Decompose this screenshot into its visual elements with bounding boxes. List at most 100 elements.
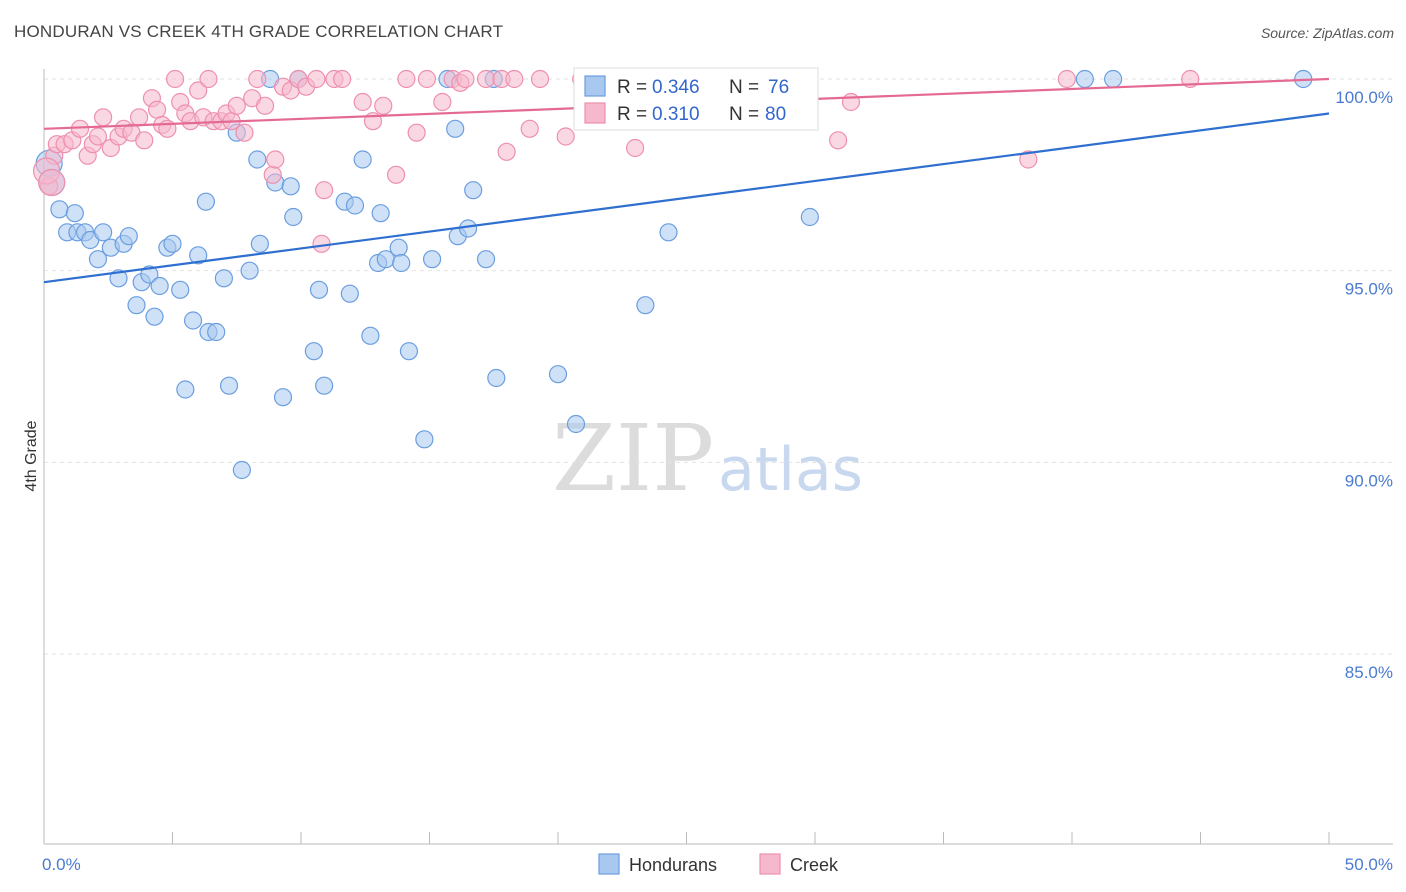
point-hondurans xyxy=(146,308,163,325)
bottom-legend-swatch-hondurans xyxy=(599,854,619,874)
legend-r-label-2: R = xyxy=(617,104,647,125)
point-hondurans xyxy=(478,251,495,268)
point-hondurans xyxy=(221,377,238,394)
point-creek xyxy=(167,71,184,88)
y-tick-label: 95.0% xyxy=(1345,280,1393,299)
point-creek xyxy=(149,101,166,118)
point-hondurans xyxy=(185,312,202,329)
point-hondurans xyxy=(488,370,505,387)
point-hondurans xyxy=(310,281,327,298)
point-hondurans xyxy=(282,178,299,195)
point-creek xyxy=(457,71,474,88)
point-creek xyxy=(200,71,217,88)
point-creek xyxy=(267,151,284,168)
point-hondurans xyxy=(241,262,258,279)
point-creek xyxy=(313,235,330,252)
point-creek xyxy=(521,120,538,137)
point-hondurans xyxy=(177,381,194,398)
legend-n-label-2: N = xyxy=(729,104,759,125)
point-hondurans xyxy=(567,416,584,433)
point-creek xyxy=(830,132,847,149)
point-hondurans xyxy=(285,209,302,226)
point-hondurans xyxy=(390,239,407,256)
point-hondurans xyxy=(151,278,168,295)
point-creek xyxy=(408,124,425,141)
bottom-legend-swatch-creek xyxy=(760,854,780,874)
bottom-legend-hondurans: Hondurans xyxy=(629,855,717,875)
point-hondurans xyxy=(249,151,266,168)
point-hondurans xyxy=(372,205,389,222)
point-hondurans xyxy=(354,151,371,168)
point-hondurans xyxy=(305,343,322,360)
watermark-atlas: atlas xyxy=(718,435,863,505)
point-hondurans xyxy=(164,235,181,252)
point-creek xyxy=(257,97,274,114)
point-creek xyxy=(228,97,245,114)
point-creek xyxy=(249,71,266,88)
point-creek xyxy=(627,140,644,157)
legend-r-label-1: R = xyxy=(617,77,647,98)
legend-r-value-2: 0.310 xyxy=(652,104,700,125)
point-hondurans xyxy=(66,205,83,222)
point-creek xyxy=(478,71,495,88)
point-creek xyxy=(557,128,574,145)
point-hondurans xyxy=(550,366,567,383)
point-creek xyxy=(434,94,451,111)
point-creek xyxy=(532,71,549,88)
legend-n-value-1: 76 xyxy=(768,77,789,98)
legend-swatch-creek xyxy=(585,103,605,123)
point-hondurans xyxy=(215,270,232,287)
point-creek xyxy=(131,109,148,126)
y-tick-label: 85.0% xyxy=(1345,663,1393,682)
point-hondurans xyxy=(233,462,250,479)
point-creek xyxy=(39,170,65,196)
point-creek xyxy=(398,71,415,88)
point-hondurans xyxy=(1076,71,1093,88)
point-hondurans xyxy=(95,224,112,241)
point-hondurans xyxy=(275,389,292,406)
y-tick-label: 90.0% xyxy=(1345,471,1393,490)
point-creek xyxy=(236,124,253,141)
legend-n-label-1: N = xyxy=(729,77,759,98)
point-hondurans xyxy=(447,120,464,137)
point-hondurans xyxy=(460,220,477,237)
point-hondurans xyxy=(208,324,225,341)
point-hondurans xyxy=(393,255,410,272)
point-creek xyxy=(136,132,153,149)
point-creek xyxy=(418,71,435,88)
point-hondurans xyxy=(316,377,333,394)
point-creek xyxy=(95,109,112,126)
point-creek xyxy=(842,94,859,111)
point-hondurans xyxy=(801,209,818,226)
point-hondurans xyxy=(424,251,441,268)
point-hondurans xyxy=(637,297,654,314)
point-hondurans xyxy=(660,224,677,241)
bottom-legend-creek: Creek xyxy=(790,855,839,875)
point-creek xyxy=(388,166,405,183)
x-tick-label: 0.0% xyxy=(42,855,81,874)
point-hondurans xyxy=(51,201,68,218)
point-hondurans xyxy=(251,235,268,252)
point-creek xyxy=(375,97,392,114)
point-hondurans xyxy=(400,343,417,360)
point-creek xyxy=(308,71,325,88)
legend-swatch-hondurans xyxy=(585,76,605,96)
point-creek xyxy=(1058,71,1075,88)
point-hondurans xyxy=(120,228,137,245)
y-tick-label: 100.0% xyxy=(1335,88,1393,107)
point-creek xyxy=(264,166,281,183)
point-hondurans xyxy=(197,193,214,210)
point-hondurans xyxy=(341,285,358,302)
point-creek xyxy=(506,71,523,88)
point-hondurans xyxy=(362,327,379,344)
x-tick-label: 50.0% xyxy=(1345,855,1393,874)
point-hondurans xyxy=(346,197,363,214)
point-hondurans xyxy=(416,431,433,448)
stats-legend: R = 0.346 N = 76 R = 0.310 N = 80 xyxy=(574,68,818,130)
legend-r-value-1: 0.346 xyxy=(652,77,700,98)
point-hondurans xyxy=(465,182,482,199)
legend-n-value-2: 80 xyxy=(765,104,786,125)
point-hondurans xyxy=(1105,71,1122,88)
point-hondurans xyxy=(128,297,145,314)
point-creek xyxy=(71,120,88,137)
